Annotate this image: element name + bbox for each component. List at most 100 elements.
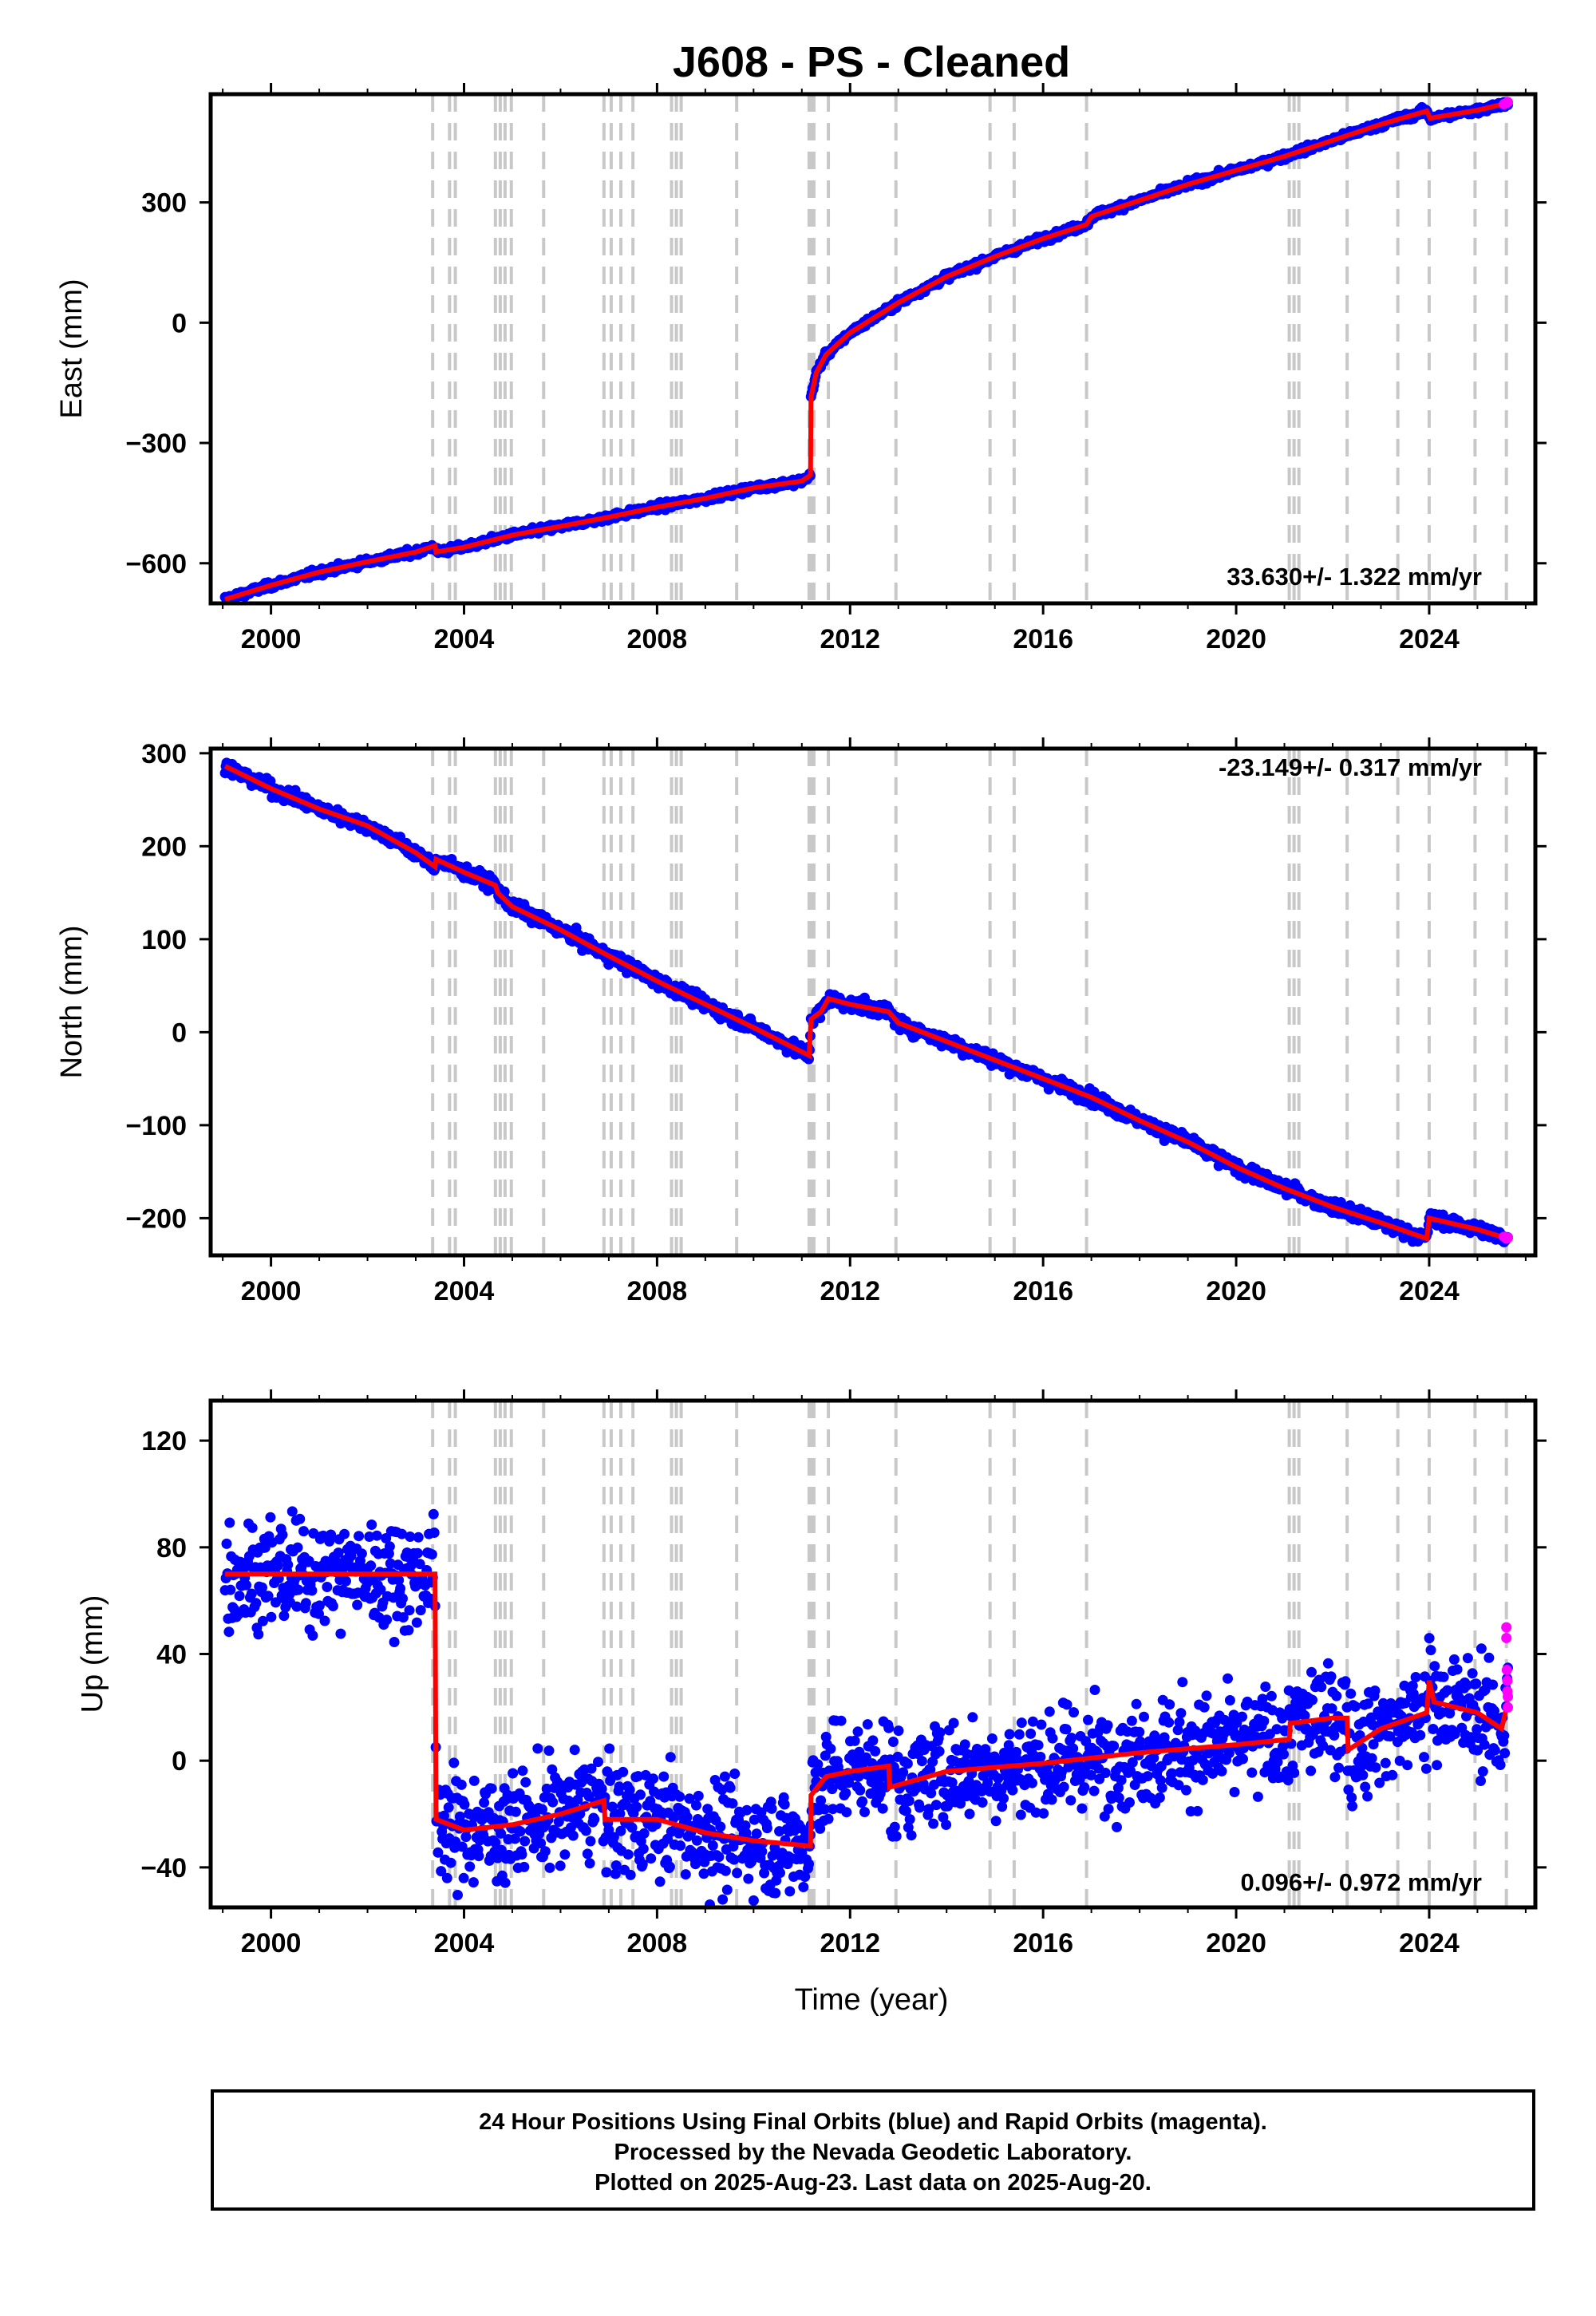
data-point (356, 1548, 367, 1559)
data-point (1173, 1780, 1184, 1791)
y-tick-label: −200 (125, 1203, 187, 1234)
data-point (1126, 1715, 1137, 1726)
data-point (448, 1757, 460, 1769)
data-point (915, 1802, 925, 1813)
data-point (770, 1887, 781, 1899)
data-point (1065, 1795, 1077, 1806)
data-point (812, 1759, 824, 1770)
data-point (306, 1585, 318, 1596)
data-point (1116, 1775, 1127, 1786)
data-point (519, 1861, 530, 1872)
data-point (500, 1877, 511, 1888)
data-point (543, 1745, 555, 1757)
data-point (532, 1743, 543, 1754)
data-point (516, 1849, 527, 1860)
data-point (405, 1531, 416, 1542)
data-point (1112, 1821, 1122, 1832)
data-point (928, 1818, 939, 1829)
data-point (836, 1715, 847, 1726)
y-tick-label: 300 (141, 188, 187, 219)
data-point (582, 1848, 593, 1860)
data-point (441, 1872, 452, 1883)
data-point (977, 1797, 988, 1808)
data-point (282, 1559, 294, 1571)
x-tick-label: 2020 (1206, 1276, 1266, 1306)
data-point (412, 1547, 423, 1559)
data-point (926, 1788, 937, 1799)
data-point (729, 1769, 741, 1779)
data-point (496, 1828, 506, 1839)
data-point (1187, 1755, 1199, 1766)
data-point (364, 1531, 375, 1542)
data-point (445, 1857, 456, 1868)
data-point (381, 1533, 392, 1543)
data-point (934, 1727, 946, 1738)
data-point (397, 1528, 407, 1539)
data-point (784, 1886, 796, 1897)
data-point (948, 1717, 959, 1729)
data-point (433, 1847, 444, 1858)
data-point (1085, 1769, 1096, 1780)
data-point (496, 1844, 507, 1856)
data-point (1167, 1768, 1177, 1779)
data-point (1061, 1724, 1072, 1735)
data-point (888, 1761, 899, 1773)
data-point (510, 1806, 521, 1817)
data-point (901, 1805, 911, 1816)
data-point (601, 1867, 612, 1878)
data-point (593, 1757, 603, 1768)
data-point (1016, 1717, 1027, 1729)
data-point (732, 1867, 743, 1879)
y-tick-label: −100 (125, 1111, 187, 1141)
data-point (997, 1801, 1008, 1812)
data-point (955, 1798, 966, 1809)
data-point (1134, 1726, 1145, 1737)
data-point (891, 1831, 902, 1842)
data-point (333, 1547, 344, 1559)
data-point (998, 1792, 1009, 1804)
data-point (603, 1824, 614, 1836)
data-point (1135, 1736, 1146, 1747)
data-point (541, 1783, 552, 1794)
data-point (857, 1796, 868, 1807)
data-point (397, 1612, 409, 1623)
data-point (415, 1605, 426, 1616)
chart-title: J608 - PS - Cleaned (673, 38, 1070, 86)
data-point (263, 1591, 274, 1602)
x-tick-label: 2000 (241, 1276, 302, 1306)
data-point (1113, 1792, 1124, 1804)
x-tick-label: 2000 (241, 624, 302, 654)
data-point (553, 1816, 564, 1828)
data-point (727, 1798, 738, 1809)
data-point (893, 1725, 904, 1737)
data-point (492, 1852, 504, 1863)
data-point (1181, 1784, 1191, 1796)
rate-label: 33.630+/- 1.322 mm/yr (1227, 563, 1482, 591)
data-point (567, 1830, 579, 1841)
data-point (610, 1868, 621, 1879)
data-point (859, 1807, 870, 1817)
data-point (1124, 1797, 1135, 1808)
data-point (411, 1617, 422, 1628)
data-point (223, 1626, 235, 1638)
data-point (439, 1810, 449, 1821)
data-point (674, 1791, 685, 1802)
data-point (800, 1871, 811, 1883)
data-point (624, 1784, 635, 1796)
data-point (366, 1520, 377, 1530)
data-point (586, 1763, 597, 1774)
data-point (862, 1719, 873, 1730)
data-point (749, 1814, 760, 1825)
data-point (614, 1781, 625, 1792)
data-point (775, 1867, 785, 1879)
data-point (339, 1528, 350, 1539)
final-orbit-points (219, 97, 1513, 603)
data-point (832, 1761, 843, 1773)
data-point (486, 1783, 497, 1794)
data-point (1025, 1728, 1037, 1739)
data-point (964, 1808, 975, 1820)
data-point (665, 1752, 676, 1763)
x-tick-label: 2008 (627, 1276, 688, 1306)
data-point (1061, 1699, 1073, 1710)
data-point (721, 1884, 733, 1895)
